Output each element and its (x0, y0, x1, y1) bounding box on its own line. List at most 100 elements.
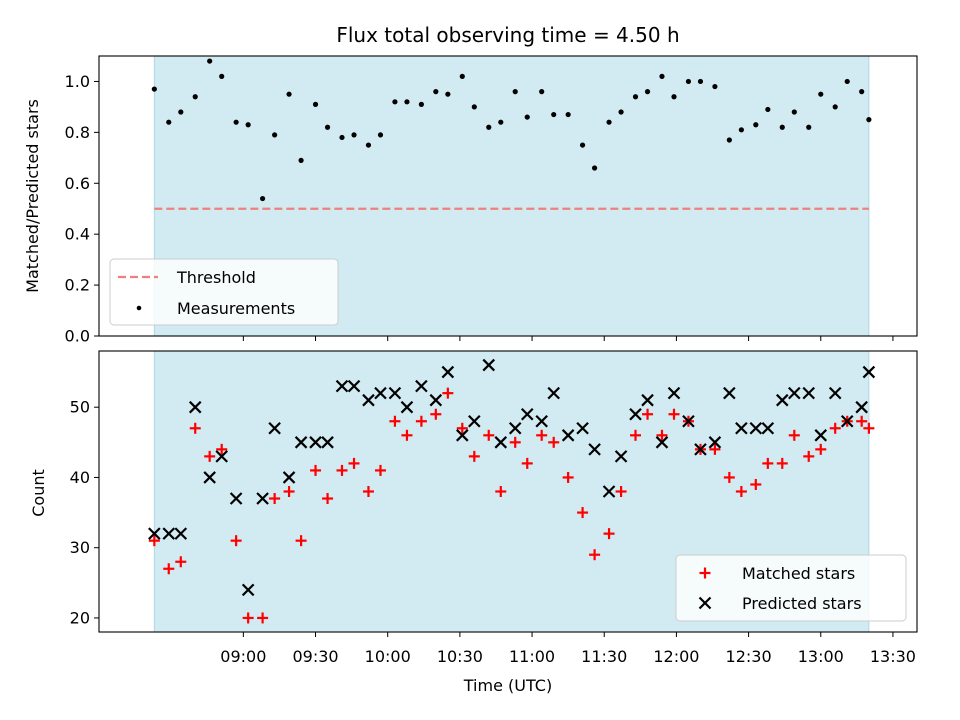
chart-title: Flux total observing time = 4.50 h (336, 23, 679, 47)
predicted-star-point-b (268, 421, 281, 435)
measurement-point (738, 127, 744, 133)
predicted-star-point (723, 386, 736, 400)
predicted-star-point (441, 365, 455, 379)
measurement-point (498, 119, 504, 125)
x-tick-label: 09:30 (292, 647, 338, 666)
matched-star-point (723, 471, 735, 483)
predicted-star-point-b (400, 400, 414, 414)
predicted-star-point (321, 436, 334, 449)
matched-star-point (762, 457, 774, 469)
measurement-point (818, 91, 824, 97)
measurement-point (260, 195, 266, 202)
matched-star-point (336, 464, 348, 476)
predicted-star-point-b (482, 358, 496, 372)
matched-legend-label: Matched stars (742, 564, 855, 583)
predicted-star-point (862, 365, 876, 379)
measurement-point (565, 111, 571, 118)
x-tick-label: 13:00 (798, 647, 844, 666)
matched-star-point (803, 450, 815, 462)
top-y-tick-label: 1.0 (65, 72, 90, 91)
predicted-star-point (641, 393, 654, 407)
top-legend-box (109, 258, 339, 326)
matched-star-point (589, 549, 601, 561)
matched-star-point (204, 450, 216, 462)
predicted-star-point (828, 386, 842, 400)
predicted-star-point-b (788, 386, 801, 400)
measurement-point (286, 91, 292, 97)
measurement-point (377, 132, 384, 138)
predicted-star-point-b (561, 429, 575, 442)
predicted-star-point (335, 379, 349, 393)
predicted-star-point-b (335, 379, 349, 393)
measurement-point (324, 124, 331, 130)
measurement-point (779, 124, 785, 130)
bottom-panel: 20 30 40 50 09:00 09:30 10:00 10:30 11:00 11:30 12… (29, 350, 918, 695)
predicted-star-point-b (429, 393, 443, 407)
top-legend: Threshold Measurements (109, 258, 339, 326)
x-tick-label: 12:30 (726, 647, 772, 666)
measurement-point (753, 122, 759, 128)
matched-star-point (495, 486, 507, 497)
matched-star-point (815, 443, 827, 455)
matched-star-point (456, 422, 468, 434)
measurement-point (365, 142, 372, 148)
bottom-y-tick-label: 50 (70, 398, 90, 417)
measurement-point (151, 86, 157, 92)
predicted-star-point-b (629, 407, 642, 421)
top-y-tick-label: 0.6 (65, 174, 90, 193)
predicted-legend-marker-b (698, 596, 712, 610)
predicted-star-point (215, 450, 228, 463)
measurement-point (207, 58, 213, 64)
bottom-y-tick-label: 40 (70, 468, 90, 487)
predicted-star-point (282, 471, 296, 484)
predicted-star-point-b (508, 421, 522, 435)
predicted-star-point (520, 407, 534, 421)
x-tick-label: 11:00 (509, 647, 555, 666)
matched-star-point (536, 429, 548, 441)
predicted-star-point-b (494, 436, 508, 449)
predicted-star-point-b (162, 527, 176, 540)
predicted-star-point-b (641, 393, 654, 407)
predicted-star-point-b (468, 414, 481, 428)
predicted-star-point (508, 421, 522, 435)
predicted-star-point (629, 407, 642, 421)
predicted-star-point (162, 527, 176, 540)
predicted-star-point-b (614, 450, 628, 463)
predicted-star-point (203, 471, 216, 484)
matched-star-point (230, 535, 242, 547)
predicted-star-point-b (535, 414, 548, 428)
predicted-star-point-b (749, 421, 763, 435)
matched-star-point (562, 471, 574, 483)
top-panel: Flux total observing time = 4.50 h 0.0 0.… (23, 23, 918, 346)
matched-star-point (521, 457, 533, 469)
top-y-tick-label: 0.2 (65, 276, 90, 295)
predicted-star-point-b (374, 386, 387, 400)
measurement-point (312, 101, 319, 107)
predicted-legend-label: Predicted stars (742, 594, 862, 613)
predicted-star-point-b (203, 471, 216, 484)
predicted-star-point (400, 400, 414, 414)
measurement-point (551, 111, 557, 118)
predicted-star-point-b (828, 386, 842, 400)
measurement-point (592, 165, 598, 171)
matched-star-point (442, 387, 454, 399)
predicted-star-point (682, 414, 695, 428)
measurement-point (471, 104, 477, 110)
predicted-star-point-b (547, 386, 560, 400)
measurement-point (166, 119, 172, 125)
predicted-star-point-b (761, 421, 775, 435)
matched-star-point (310, 464, 322, 476)
predicted-star-point-b (215, 450, 228, 463)
measurements-legend-marker (136, 305, 142, 311)
measurements-legend-label: Measurements (177, 299, 295, 318)
matched-star-point (415, 415, 427, 427)
predicted-star-point-b (388, 386, 402, 400)
measurement-point (866, 117, 872, 123)
matched-star-point (175, 556, 187, 568)
predicted-star-point-b (148, 527, 161, 540)
predicted-star-point-b (456, 429, 469, 442)
x-tick-label: 11:30 (581, 647, 627, 666)
bottom-legend: Matched stars Predicted stars (675, 554, 907, 622)
measurement-point (806, 124, 812, 130)
predicted-star-point (561, 429, 575, 442)
